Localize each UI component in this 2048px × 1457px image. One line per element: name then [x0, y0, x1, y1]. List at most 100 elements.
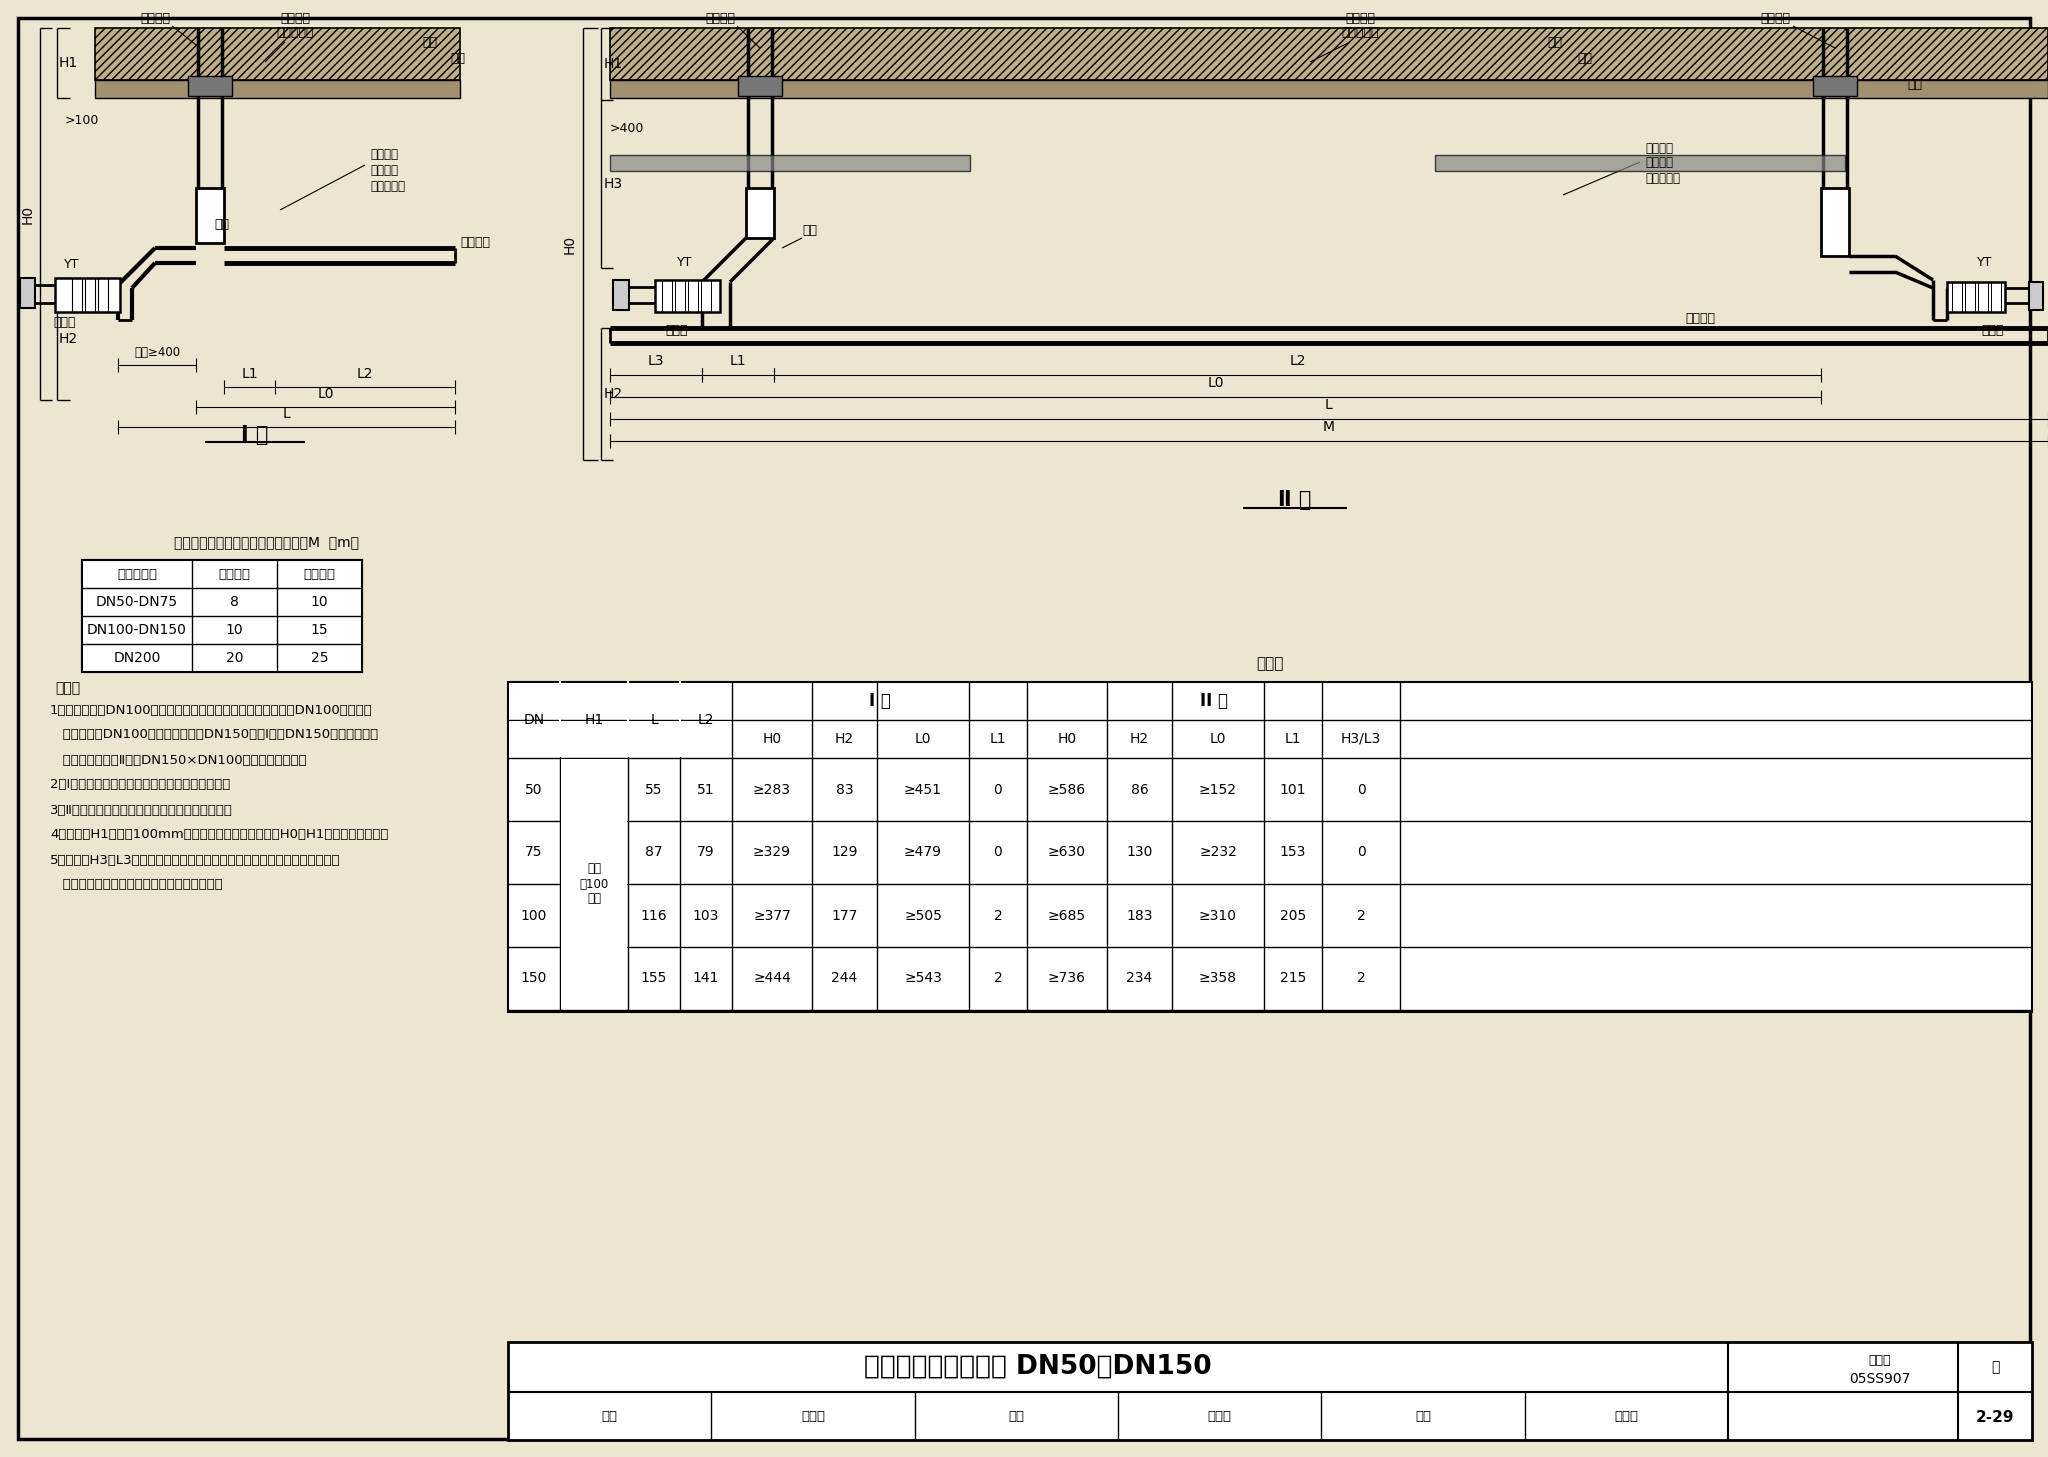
Text: ≥586: ≥586	[1049, 782, 1085, 797]
Text: ≥283: ≥283	[754, 782, 791, 797]
Text: L2: L2	[1290, 354, 1307, 369]
Text: I 型: I 型	[868, 692, 891, 710]
Text: 0: 0	[1356, 845, 1366, 860]
Text: DN: DN	[524, 712, 545, 727]
Text: 尺寸表: 尺寸表	[1255, 657, 1284, 672]
Text: 距墙≥400: 距墙≥400	[133, 345, 180, 358]
Bar	[1964, 283, 1974, 312]
Text: 25: 25	[311, 651, 328, 664]
Bar	[1991, 283, 2001, 312]
Bar	[610, 28, 2048, 80]
Text: H0: H0	[762, 731, 782, 746]
Text: L2: L2	[698, 712, 715, 727]
Text: 清扫口: 清扫口	[53, 316, 76, 328]
Text: 见建筑设计: 见建筑设计	[276, 26, 313, 38]
Text: 2: 2	[993, 909, 1001, 922]
Bar	[94, 28, 461, 80]
Text: L: L	[649, 731, 657, 746]
Text: L0: L0	[1210, 731, 1227, 746]
Text: 141: 141	[692, 972, 719, 985]
Text: 粘接: 粘接	[215, 219, 229, 232]
Text: 2: 2	[1356, 909, 1366, 922]
Bar	[612, 280, 629, 310]
Text: YT: YT	[1976, 255, 1993, 268]
Text: DN100-DN150: DN100-DN150	[88, 624, 186, 637]
Text: DN50-DN75: DN50-DN75	[96, 594, 178, 609]
Bar	[1952, 283, 1962, 312]
Bar	[82, 559, 362, 672]
Text: 2-29: 2-29	[1976, 1409, 2015, 1425]
Text: 234: 234	[1126, 972, 1153, 985]
Text: L2: L2	[698, 731, 715, 746]
Bar	[82, 559, 362, 672]
Bar	[2030, 283, 2044, 310]
Bar	[20, 278, 35, 307]
Text: Ⅱ 型: Ⅱ 型	[1278, 490, 1311, 510]
Text: 205: 205	[1280, 909, 1307, 922]
Text: ≥377: ≥377	[754, 909, 791, 922]
Text: ≥630: ≥630	[1049, 845, 1085, 860]
Text: 129: 129	[831, 845, 858, 860]
Text: 横干管管径: 横干管管径	[117, 567, 158, 580]
Text: ≥444: ≥444	[754, 972, 791, 985]
Bar	[737, 76, 782, 96]
Text: 2: 2	[993, 972, 1001, 985]
Bar	[700, 280, 711, 312]
Text: 55: 55	[645, 782, 664, 797]
Text: H2: H2	[604, 388, 623, 401]
Text: 楼板: 楼板	[1907, 79, 1923, 92]
Text: 0: 0	[993, 782, 1001, 797]
Text: 2: 2	[1356, 972, 1366, 985]
Text: 183: 183	[1126, 909, 1153, 922]
Text: 101: 101	[1280, 782, 1307, 797]
Text: 清扫口: 清扫口	[1982, 323, 2005, 337]
Text: H2: H2	[836, 731, 854, 746]
Text: 楼板下清扫口安装图 DN50～DN150: 楼板下清扫口安装图 DN50～DN150	[864, 1354, 1212, 1380]
Text: 油麻腻子: 油麻腻子	[371, 149, 397, 162]
Text: 生活废水: 生活废水	[303, 567, 336, 580]
Text: ≥329: ≥329	[754, 845, 791, 860]
Text: L1: L1	[729, 354, 745, 369]
Text: 1、排水管径＜DN100的，清扫口规格同排水管径；排水管径＞DN100的，清扫: 1、排水管径＜DN100的，清扫口规格同排水管径；排水管径＞DN100的，清扫	[49, 704, 373, 717]
Bar	[94, 80, 461, 98]
Text: 面层: 面层	[451, 51, 465, 64]
Text: >100: >100	[66, 114, 98, 127]
Text: M: M	[1323, 420, 1335, 434]
Text: 防水做法: 防水做法	[1346, 12, 1374, 25]
Text: 130: 130	[1126, 845, 1153, 860]
Text: ≥543: ≥543	[903, 972, 942, 985]
Text: H1: H1	[59, 55, 78, 70]
Text: 防水套管: 防水套管	[1759, 12, 1790, 25]
Text: DN: DN	[524, 731, 545, 746]
Text: L1: L1	[1284, 731, 1300, 746]
Text: ≥505: ≥505	[903, 909, 942, 922]
Text: ≥358: ≥358	[1198, 972, 1237, 985]
Text: L2: L2	[698, 712, 715, 727]
Text: 155: 155	[641, 972, 668, 985]
Text: 75: 75	[524, 845, 543, 860]
Text: 0: 0	[993, 845, 1001, 860]
Text: H3/L3: H3/L3	[1341, 731, 1380, 746]
Text: 分层嵌实: 分层嵌实	[1645, 156, 1673, 169]
Text: 防水套管: 防水套管	[139, 12, 170, 25]
Text: >400: >400	[610, 121, 645, 134]
Text: H1: H1	[604, 57, 623, 71]
Text: 审核: 审核	[602, 1410, 618, 1423]
Text: L: L	[1325, 398, 1333, 412]
Text: 楼板: 楼板	[422, 35, 438, 48]
Text: H2: H2	[59, 332, 78, 345]
Text: L3: L3	[647, 354, 664, 369]
Bar	[98, 278, 109, 312]
Text: 设计: 设计	[1415, 1410, 1432, 1423]
Text: 5、本图中H3和L3尺寸系根据福建省亚通塑胶有限公司提供的技术资料编制，: 5、本图中H3和L3尺寸系根据福建省亚通塑胶有限公司提供的技术资料编制，	[49, 854, 340, 867]
Text: 排水横管: 排水横管	[461, 236, 489, 249]
Text: DN200: DN200	[113, 651, 160, 664]
Text: H0: H0	[1057, 731, 1077, 746]
Text: 150: 150	[520, 972, 547, 985]
Text: 径管接清扫口，Ⅱ型用DN150×DN100斜三通接清扫口。: 径管接清扫口，Ⅱ型用DN150×DN100斜三通接清扫口。	[49, 753, 307, 766]
Text: ≥152: ≥152	[1198, 782, 1237, 797]
Text: 口规格可取DN100。当排水管径为DN150时，Ⅰ型用DN150顺水三通加异: 口规格可取DN100。当排水管径为DN150时，Ⅰ型用DN150顺水三通加异	[49, 728, 379, 742]
Text: 校对: 校对	[1008, 1410, 1024, 1423]
Text: 215: 215	[1280, 972, 1307, 985]
Text: H1: H1	[584, 731, 604, 746]
